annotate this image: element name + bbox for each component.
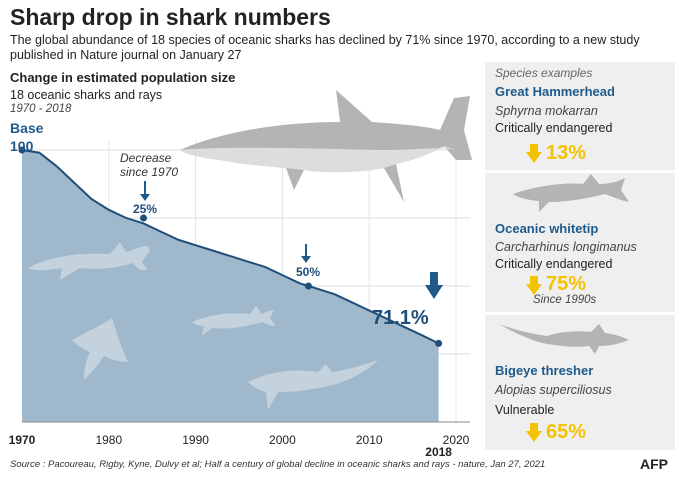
arrow-down-icon (526, 144, 542, 163)
x-tick-label: 2000 (269, 433, 296, 447)
species-panel-header: Species examples (495, 66, 593, 80)
base-label: Base (10, 120, 44, 136)
chart-subheading: 18 oceanic sharks and rays (10, 88, 163, 102)
species-status: Vulnerable (495, 403, 555, 417)
chart-range: 1970 - 2018 (10, 103, 72, 115)
bigeye-thresher-illustration (499, 324, 629, 354)
arrow-down-icon (301, 244, 311, 263)
x-tick-label: 2010 (356, 433, 383, 447)
species-decline: 65% (546, 421, 587, 443)
arrow-down-icon (526, 423, 542, 442)
afp-logo: AFP (640, 456, 668, 472)
manta-ray-silhouette (72, 318, 128, 380)
data-point-marker (304, 282, 312, 290)
chart-heading: Change in estimated population size (10, 70, 236, 85)
species-status: Critically endangered (495, 257, 613, 271)
arrow-down-icon (526, 276, 542, 295)
species-latin-name: Sphyrna mokarran (495, 104, 598, 118)
species-name: Oceanic whitetip (495, 221, 599, 236)
panel-divider (485, 170, 675, 173)
data-point-marker (435, 339, 443, 347)
page-subtitle: The global abundance of 18 species of oc… (10, 33, 640, 62)
x-tick-label: 2018 (425, 445, 452, 459)
species-status: Critically endangered (495, 121, 613, 135)
x-tick-label: 2020 (443, 433, 470, 447)
arrow-down-icon (140, 181, 150, 201)
species-latin-name: Alopias superciliosus (495, 383, 612, 397)
species-latin-name: Carcharhinus longimanus (495, 240, 637, 254)
chart-markers (18, 146, 443, 347)
hammerhead-silhouette-small (28, 242, 150, 280)
population-trend-line (21, 149, 440, 345)
species-name: Great Hammerhead (495, 84, 615, 99)
species-name: Bigeye thresher (495, 363, 594, 378)
decrease-label-line1: Decrease (120, 151, 172, 165)
x-tick-label: 1980 (95, 433, 122, 447)
point-25-label: 25% (133, 202, 157, 216)
shark-silhouette-small (192, 306, 276, 336)
point-final-label: 71.1% (372, 307, 429, 329)
oceanic-whitetip-illustration (513, 174, 629, 212)
data-point-marker (140, 214, 148, 222)
species-panel (485, 62, 675, 450)
species-note: Since 1990s (533, 294, 597, 306)
source-note: Source : Pacoureau, Rigby, Kyne, Dulvy e… (10, 459, 546, 470)
base-value: 100 (10, 138, 34, 154)
great-hammerhead-illustration (180, 90, 472, 202)
decrease-label-line2: since 1970 (120, 165, 178, 179)
x-tick-label: 1970 (9, 433, 36, 447)
page-title: Sharp drop in shark numbers (10, 4, 331, 30)
x-tick-label: 1990 (182, 433, 209, 447)
data-point-marker (18, 146, 26, 154)
arrow-down-icon (425, 272, 443, 299)
species-decline: 75% (546, 273, 587, 295)
species-decline: 13% (546, 142, 587, 164)
thresher-silhouette-small (248, 360, 378, 410)
point-50-label: 50% (296, 265, 320, 279)
panel-divider (485, 312, 675, 315)
